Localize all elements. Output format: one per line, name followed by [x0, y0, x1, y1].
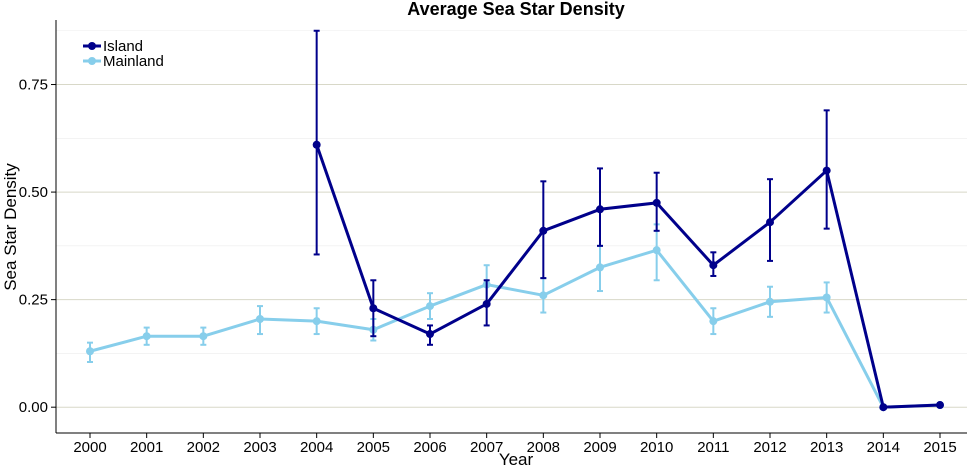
data-point — [369, 304, 378, 313]
x-tick-label: 2005 — [357, 439, 390, 456]
x-ticks: 2000 2001 2002 2003 2004 2005 2006 2007 2008 2009… — [73, 433, 957, 456]
data-point — [539, 291, 548, 300]
data-point — [879, 403, 888, 412]
legend-key-point-island — [88, 42, 96, 50]
x-tick-label: 2012 — [753, 439, 786, 456]
data-point — [766, 218, 774, 227]
data-point — [426, 330, 434, 339]
gridlines — [56, 30, 967, 408]
data-point — [539, 226, 548, 235]
data-point — [256, 314, 264, 323]
data-point — [142, 332, 151, 341]
x-tick-label: 2000 — [73, 439, 106, 456]
data-point — [709, 261, 718, 270]
data-point — [822, 293, 831, 302]
x-tick-label: 2008 — [527, 439, 560, 456]
data-point — [312, 140, 321, 149]
data-point — [199, 332, 208, 341]
data-point — [652, 198, 661, 207]
x-tick-label: 2006 — [413, 439, 446, 456]
data-point — [766, 297, 774, 306]
x-tick-label: 2007 — [470, 439, 503, 456]
data-point — [596, 205, 604, 214]
x-tick-label: 2001 — [130, 439, 163, 456]
legend-label-mainland: Mainland — [103, 53, 164, 70]
x-tick-label: 2013 — [810, 439, 843, 456]
chart-title: Average Sea Star Density — [407, 0, 624, 19]
y-tick-label: 0.25 — [19, 292, 48, 309]
legend-label-island: Island — [103, 38, 143, 55]
y-ticks: 0.00 0.25 0.50 0.75 — [19, 77, 56, 416]
data-point — [652, 246, 661, 255]
series-line — [89, 248, 941, 409]
x-tick-label: 2010 — [640, 439, 673, 456]
data-point — [709, 317, 718, 326]
x-tick-label: 2011 — [697, 439, 729, 456]
series-layer — [86, 29, 944, 412]
y-tick-label: 0.00 — [19, 399, 48, 416]
x-tick-label: 2014 — [867, 439, 900, 456]
data-point — [822, 166, 831, 175]
x-axis-title: Year — [499, 450, 534, 467]
data-point — [426, 302, 434, 311]
x-tick-label: 2003 — [243, 439, 276, 456]
y-axis-title: Sea Star Density — [1, 163, 20, 291]
data-point — [596, 263, 604, 272]
x-tick-label: 2004 — [300, 439, 333, 456]
series-line — [315, 144, 941, 409]
series-island — [312, 29, 944, 412]
y-tick-label: 0.75 — [19, 77, 48, 94]
data-point — [936, 401, 944, 410]
data-point — [86, 347, 94, 356]
data-point — [482, 299, 491, 308]
x-tick-label: 2009 — [583, 439, 616, 456]
series-mainland — [86, 223, 944, 412]
legend-box — [78, 36, 182, 72]
x-tick-label: 2002 — [187, 439, 220, 456]
x-tick-label: 2015 — [923, 439, 956, 456]
data-point — [312, 317, 321, 326]
axes — [55, 20, 967, 434]
y-tick-label: 0.50 — [19, 184, 48, 201]
legend-key-point-mainland — [88, 57, 96, 65]
